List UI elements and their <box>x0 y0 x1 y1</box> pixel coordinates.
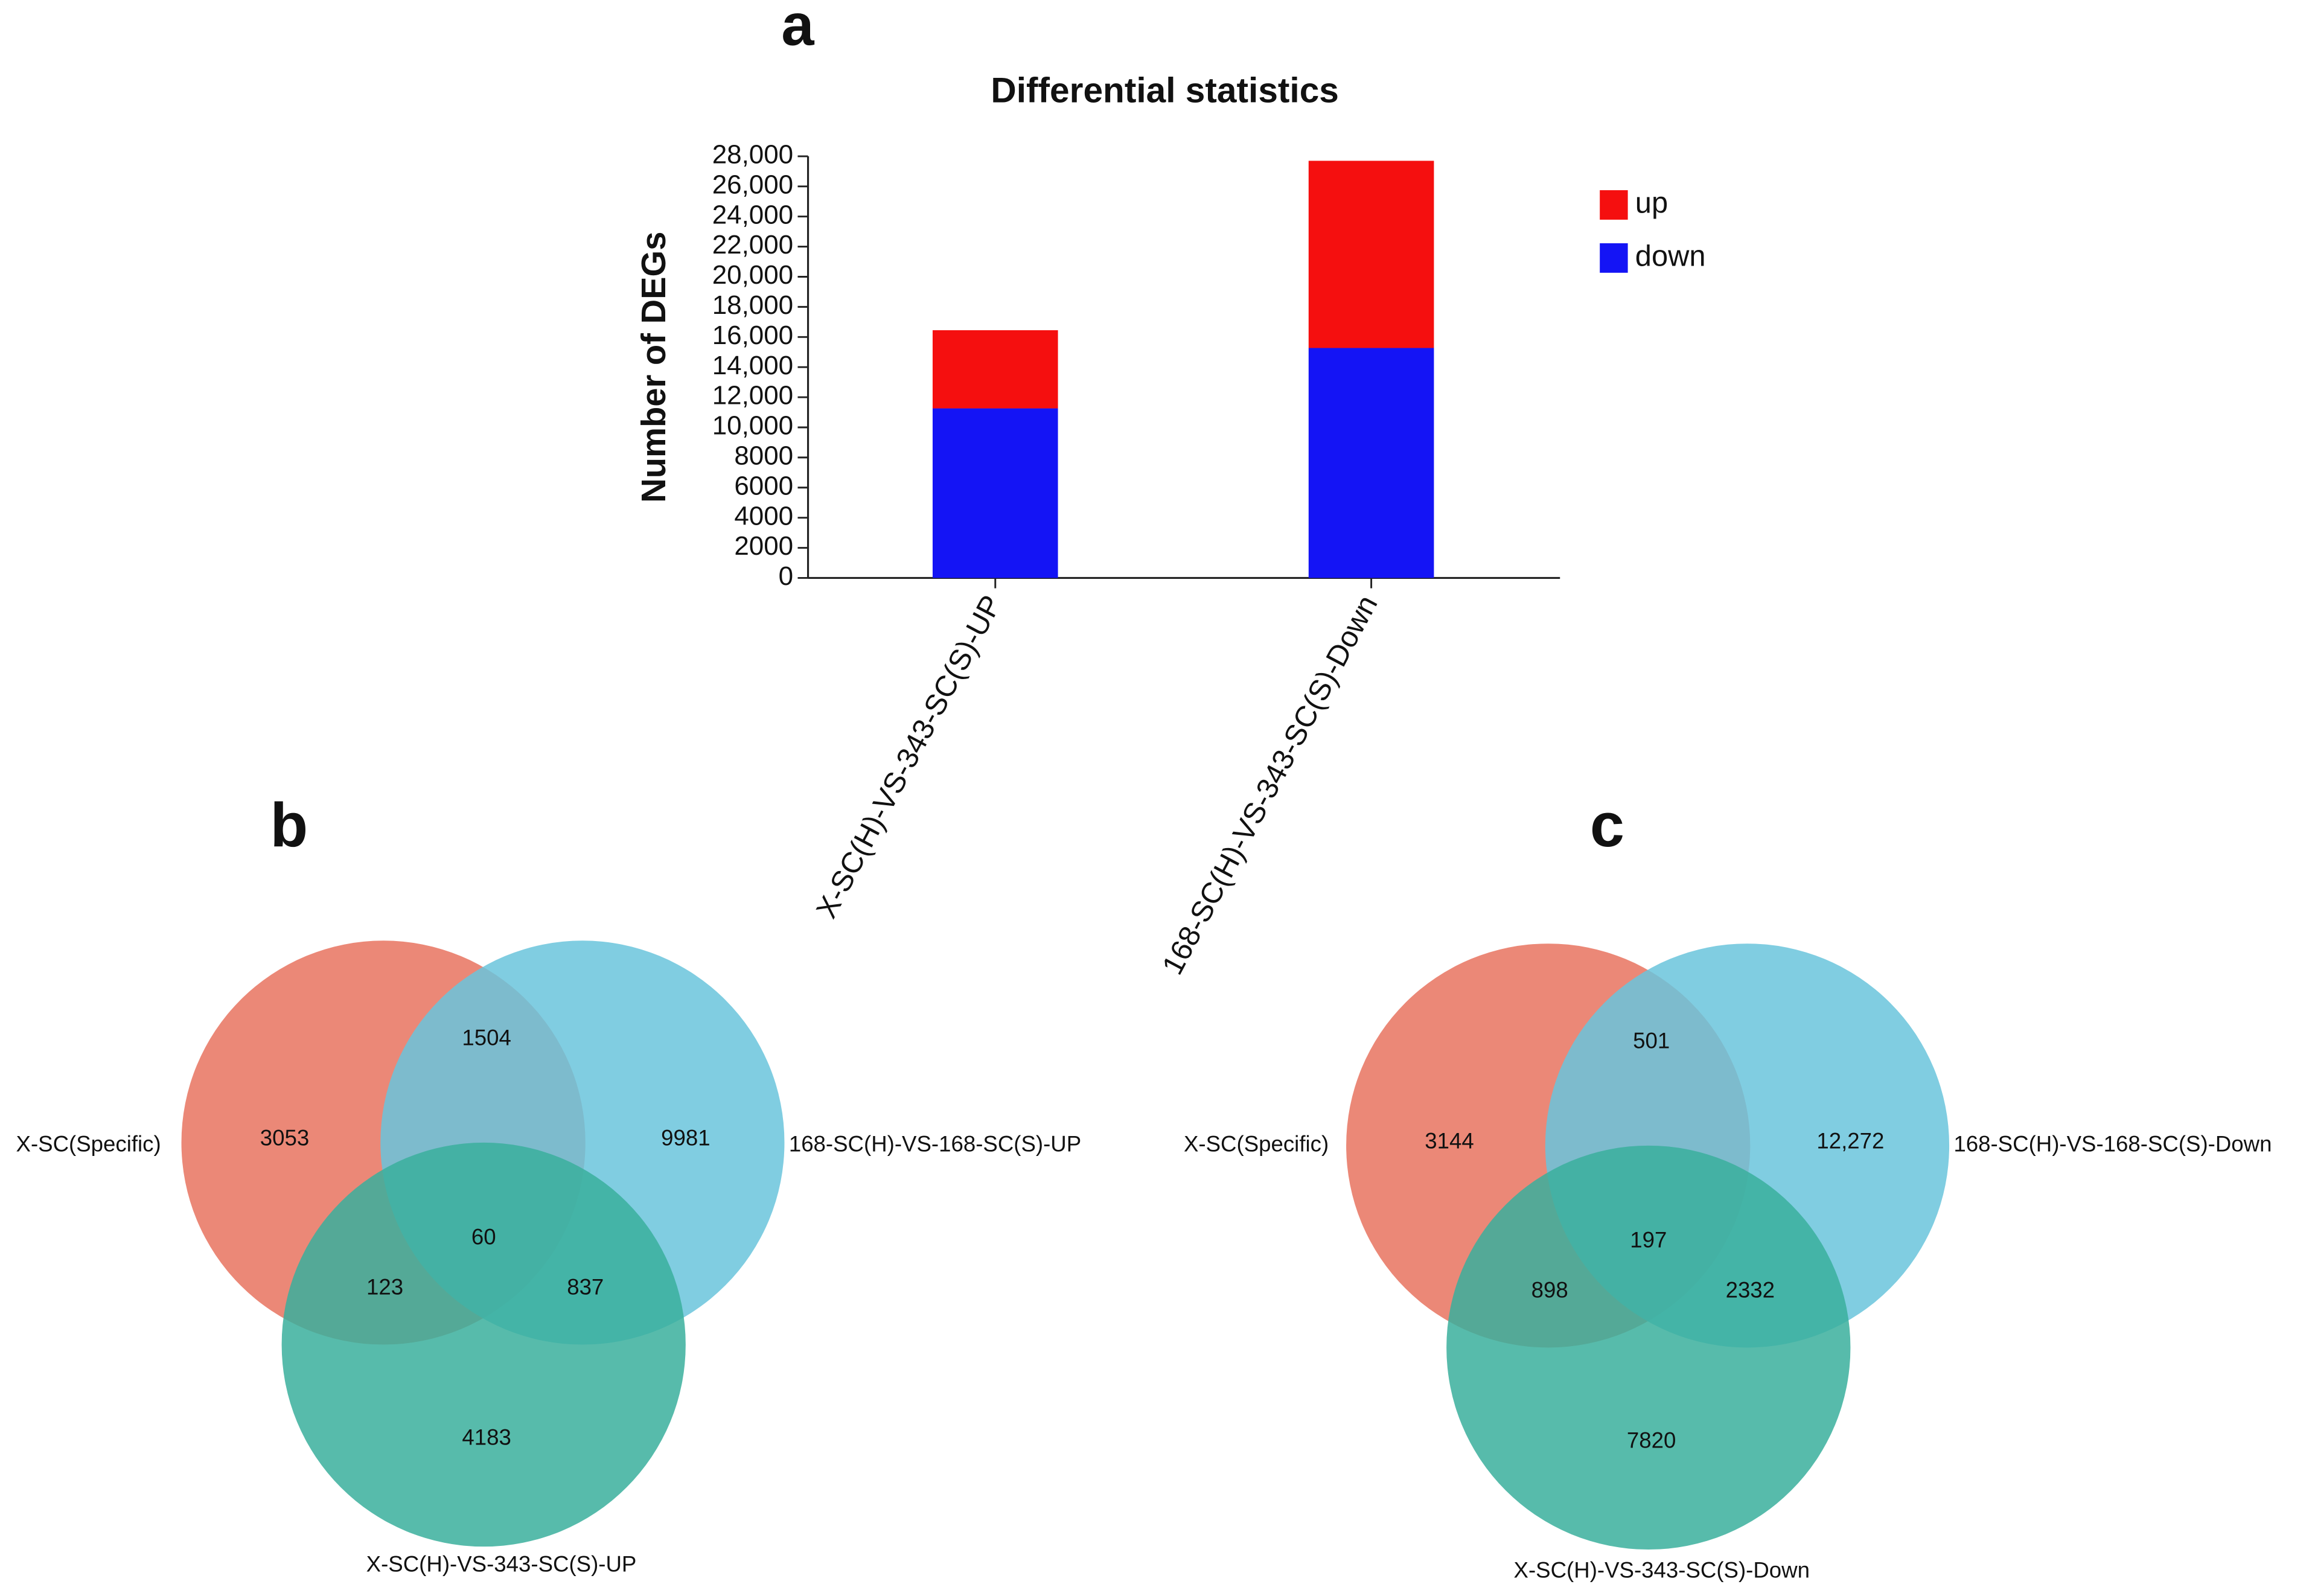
region-count: 2332 <box>1726 1277 1775 1302</box>
region-count: 12,272 <box>1816 1129 1884 1154</box>
region-count: 3053 <box>260 1126 309 1151</box>
region-count: 60 <box>471 1224 496 1249</box>
set-label: X-SC(H)-VS-343-SC(S)-Down <box>1514 1557 1810 1582</box>
panel-label: a <box>781 0 814 58</box>
region-count: 898 <box>1531 1277 1568 1302</box>
set-label: 168-SC(H)-VS-168-SC(S)-Down <box>1953 1131 2272 1156</box>
set-label: X-SC(Specific) <box>1184 1131 1329 1156</box>
y-tick-label: 4000 <box>734 501 793 531</box>
region-count: 3144 <box>1425 1129 1474 1154</box>
y-tick-label: 16,000 <box>712 321 793 350</box>
bar-segment <box>1308 161 1434 348</box>
set-label: X-SC(Specific) <box>16 1131 161 1156</box>
y-axis-label: Number of DEGs <box>634 232 672 503</box>
region-count: 501 <box>1633 1029 1670 1053</box>
x-tick-label: X-SC(H)-VS-343-SC(S)-UP <box>810 590 1008 924</box>
chart-title: Differential statistics <box>991 71 1339 110</box>
set-label: X-SC(H)-VS-343-SC(S)-UP <box>366 1552 637 1577</box>
y-tick-label: 22,000 <box>712 230 793 260</box>
y-tick-label: 8000 <box>734 441 793 470</box>
panel-label: c <box>1590 790 1624 860</box>
region-count: 837 <box>567 1274 604 1299</box>
venn-set <box>281 1142 686 1547</box>
y-tick-label: 26,000 <box>712 170 793 199</box>
y-tick-label: 18,000 <box>712 290 793 320</box>
bar-segment <box>932 408 1058 578</box>
bar-segment <box>932 330 1058 409</box>
legend-swatch <box>1600 243 1628 273</box>
y-tick-label: 20,000 <box>712 260 793 290</box>
legend-label: up <box>1635 187 1668 219</box>
y-tick-label: 0 <box>779 561 793 591</box>
y-tick-label: 24,000 <box>712 200 793 229</box>
region-count: 9981 <box>661 1126 710 1151</box>
panel-label: b <box>270 790 308 860</box>
y-tick-label: 14,000 <box>712 351 793 380</box>
region-count: 197 <box>1630 1227 1667 1252</box>
y-tick-label: 2000 <box>734 531 793 561</box>
region-count: 123 <box>366 1274 403 1299</box>
y-tick-label: 6000 <box>734 471 793 500</box>
set-label: 168-SC(H)-VS-168-SC(S)-UP <box>789 1131 1081 1156</box>
legend-swatch <box>1600 190 1628 220</box>
x-tick-label: 168-SC(H)-VS-343-SC(S)-Down <box>1156 590 1384 980</box>
y-tick-label: 10,000 <box>712 411 793 441</box>
region-count: 4183 <box>462 1425 511 1450</box>
bar-segment <box>1308 348 1434 578</box>
legend-label: down <box>1635 240 1706 272</box>
venn-set <box>1446 1145 1851 1550</box>
region-count: 7820 <box>1627 1428 1676 1452</box>
region-count: 1504 <box>462 1026 511 1050</box>
y-tick-label: 12,000 <box>712 381 793 410</box>
y-tick-label: 28,000 <box>712 140 793 170</box>
